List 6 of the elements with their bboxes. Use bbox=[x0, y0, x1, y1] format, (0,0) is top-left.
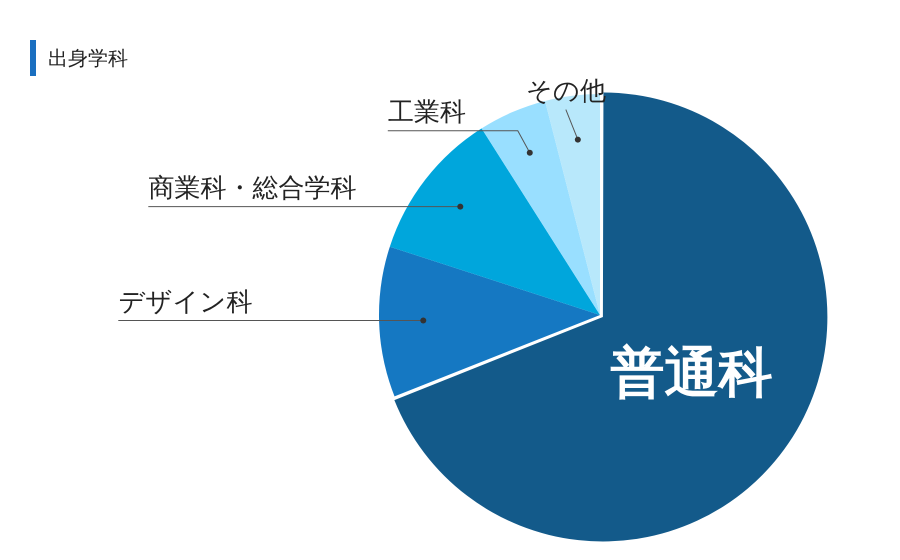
chart-title: 出身学科 bbox=[48, 44, 128, 72]
slice-label: 工業科 bbox=[388, 98, 466, 128]
slice-label: デザイン科 bbox=[118, 288, 252, 318]
slice-label: 普通科 bbox=[610, 341, 772, 404]
slice-label: その他 bbox=[526, 76, 606, 107]
slice-label: 商業科・総合学科 bbox=[148, 174, 356, 204]
